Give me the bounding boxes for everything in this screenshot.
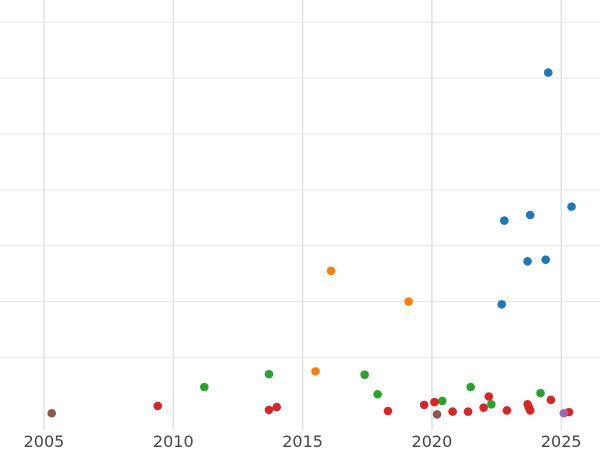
data-point xyxy=(437,396,447,406)
data-point xyxy=(543,68,553,77)
series-4 xyxy=(47,408,442,419)
data-point xyxy=(525,210,535,220)
x-tick-label: 2025 xyxy=(541,432,582,450)
x-tick-label: 2020 xyxy=(412,432,453,450)
data-point xyxy=(525,406,535,415)
x-tick-label: 2010 xyxy=(153,432,194,450)
data-point xyxy=(419,400,429,410)
data-point xyxy=(536,388,545,398)
data-point xyxy=(272,402,282,412)
data-point xyxy=(463,407,473,416)
data-point xyxy=(541,255,550,264)
data-point xyxy=(484,392,494,401)
x-tick-label: 2015 xyxy=(282,432,323,450)
data-point xyxy=(448,407,457,416)
data-point xyxy=(264,369,274,379)
series-5 xyxy=(559,408,569,418)
series-2 xyxy=(200,369,545,409)
data-point xyxy=(326,266,336,276)
data-point xyxy=(311,367,320,376)
data-points xyxy=(47,68,576,419)
data-point xyxy=(559,408,569,418)
data-point xyxy=(466,382,475,392)
data-point xyxy=(502,406,512,415)
data-point xyxy=(567,202,576,211)
x-tick-label: 2005 xyxy=(24,432,65,450)
data-point xyxy=(383,406,393,416)
data-point xyxy=(546,395,556,405)
series-1 xyxy=(311,266,413,376)
data-point xyxy=(430,397,439,407)
data-point xyxy=(497,300,507,309)
data-point xyxy=(432,410,442,419)
data-point xyxy=(500,216,509,225)
data-point xyxy=(360,370,369,380)
series-3 xyxy=(153,392,574,417)
data-point xyxy=(47,408,57,418)
series-0 xyxy=(497,68,576,309)
data-point xyxy=(404,297,413,306)
data-point xyxy=(479,403,488,412)
data-point xyxy=(523,257,532,266)
data-point xyxy=(200,382,209,392)
x-axis-ticks: 2005 2010 2015 2020 2025 xyxy=(24,432,582,450)
data-point xyxy=(153,401,163,411)
data-point xyxy=(487,400,496,409)
gridlines xyxy=(0,0,600,430)
data-point xyxy=(264,405,274,415)
data-point xyxy=(373,389,382,399)
